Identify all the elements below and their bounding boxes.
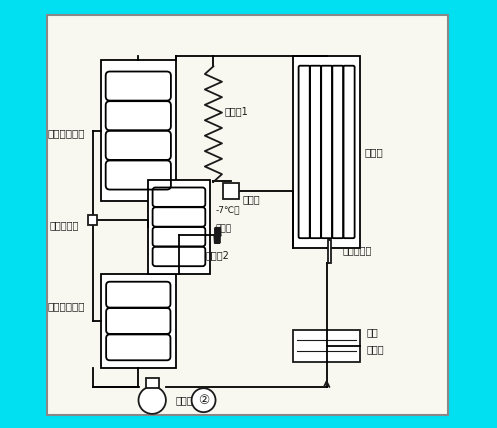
Text: 毛细管1: 毛细管1	[224, 106, 248, 116]
Bar	[223, 183, 239, 199]
Text: 干燥过滤器: 干燥过滤器	[342, 245, 372, 256]
Bar	[293, 330, 360, 362]
Text: -7℃室: -7℃室	[215, 205, 240, 214]
Circle shape	[139, 386, 166, 414]
Bar	[293, 56, 360, 248]
Text: 冷凝器: 冷凝器	[364, 147, 383, 157]
Text: 门框: 门框	[366, 327, 378, 337]
Bar	[101, 60, 176, 201]
Bar	[88, 215, 97, 225]
Text: ②: ②	[198, 394, 209, 407]
Text: 电磁阀: 电磁阀	[242, 194, 260, 204]
Circle shape	[191, 388, 216, 412]
Text: 毛细管2: 毛细管2	[206, 250, 230, 260]
Text: 除露管: 除露管	[366, 344, 384, 354]
Bar	[101, 274, 176, 368]
Text: 三通连接管: 三通连接管	[50, 220, 79, 230]
Text: 蒸发器: 蒸发器	[215, 224, 231, 234]
Text: 变频压缩机: 变频压缩机	[176, 395, 205, 405]
Bar	[146, 378, 159, 388]
Text: 冷藏室蒸发器: 冷藏室蒸发器	[47, 128, 85, 138]
Bar	[328, 240, 331, 263]
Text: 冷冻室蒸发器: 冷冻室蒸发器	[47, 301, 85, 311]
Bar	[148, 180, 210, 274]
